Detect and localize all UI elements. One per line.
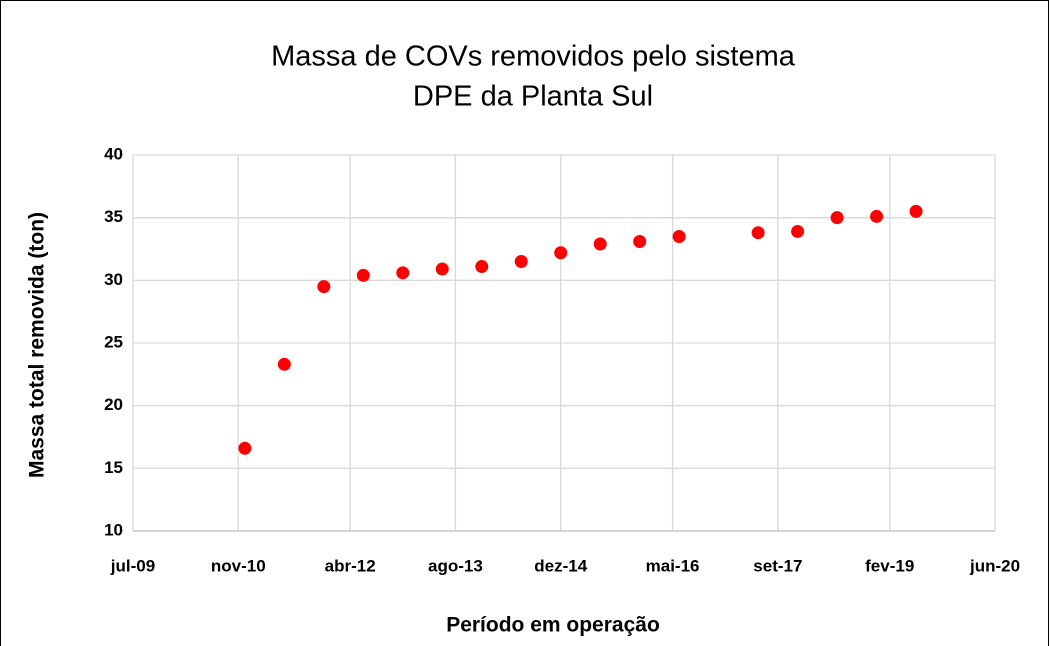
y-tick-label: 20 (104, 395, 123, 414)
chart-title: DPE da Planta Sul (413, 81, 653, 113)
point (554, 246, 568, 260)
y-tick-label: 10 (104, 520, 123, 539)
x-tick-label: jul-09 (110, 556, 155, 575)
point (396, 266, 410, 280)
x-tick-label: set-17 (753, 556, 802, 575)
y-tick-label: 35 (104, 207, 123, 226)
point (870, 209, 884, 223)
point (909, 204, 923, 218)
x-tick-label: fev-19 (865, 556, 914, 575)
point (475, 260, 489, 274)
y-tick-label: 40 (104, 144, 123, 163)
x-tick-label: nov-10 (211, 556, 266, 575)
y-tick-label: 15 (104, 458, 123, 477)
point (277, 357, 291, 371)
point (672, 229, 686, 243)
x-tick-label: ago-13 (428, 556, 483, 575)
point (356, 268, 370, 282)
point (317, 280, 331, 294)
point (830, 211, 844, 225)
x-tick-label: jun-20 (969, 556, 1020, 575)
x-tick-label: abr-12 (325, 556, 376, 575)
point (238, 441, 252, 455)
x-axis-title: Período em operação (446, 614, 660, 637)
x-tick-label: dez-14 (534, 556, 587, 575)
y-tick-label: 25 (104, 332, 123, 351)
y-tick-label: 30 (104, 270, 123, 289)
point (633, 234, 647, 248)
point (791, 224, 805, 238)
y-axis-title: Massa total removida (ton) (26, 212, 49, 478)
point (514, 255, 528, 269)
x-tick-label: mai-16 (646, 556, 700, 575)
point (593, 237, 607, 251)
point (435, 262, 449, 276)
chart-title: Massa de COVs removidos pelo sistema (271, 41, 796, 73)
point (751, 226, 765, 240)
